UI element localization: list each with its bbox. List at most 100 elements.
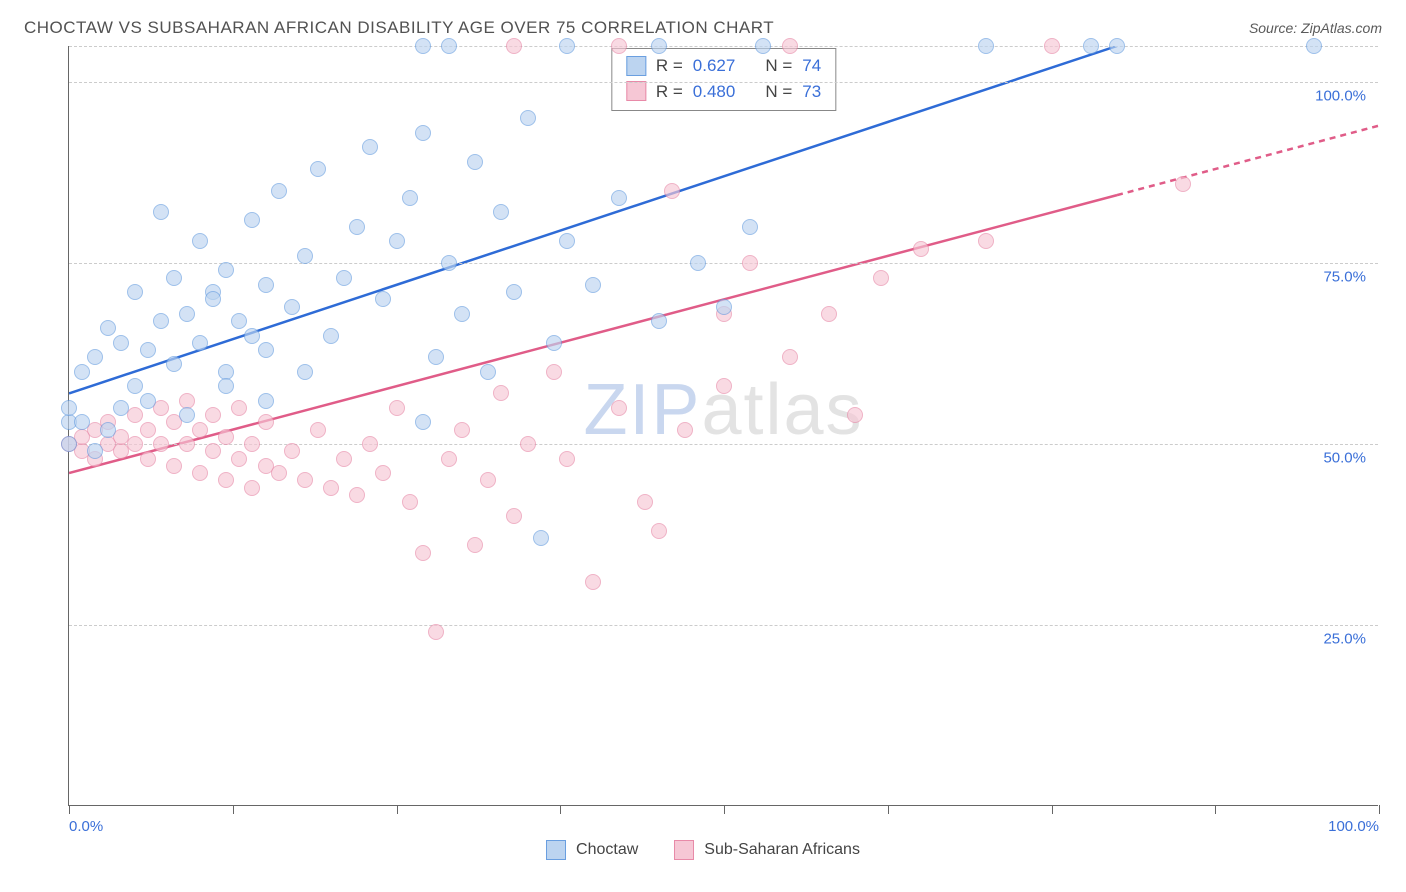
data-point <box>205 443 221 459</box>
data-point <box>611 38 627 54</box>
data-point <box>1109 38 1125 54</box>
data-point <box>205 291 221 307</box>
data-point <box>310 422 326 438</box>
data-point <box>1083 38 1099 54</box>
data-point <box>218 262 234 278</box>
data-point <box>637 494 653 510</box>
data-point <box>611 190 627 206</box>
data-point <box>166 270 182 286</box>
data-point <box>389 233 405 249</box>
data-point <box>179 436 195 452</box>
data-point <box>74 414 90 430</box>
data-point <box>127 284 143 300</box>
data-point <box>192 335 208 351</box>
legend-swatch <box>626 81 646 101</box>
y-tick-label: 25.0% <box>1323 631 1366 648</box>
legend-swatch <box>546 840 566 860</box>
data-point <box>651 38 667 54</box>
data-point <box>192 233 208 249</box>
x-tick <box>1052 805 1053 814</box>
data-point <box>978 233 994 249</box>
legend-item: Sub-Saharan Africans <box>674 840 860 860</box>
data-point <box>559 233 575 249</box>
data-point <box>585 574 601 590</box>
data-point <box>100 422 116 438</box>
data-point <box>87 443 103 459</box>
legend-label: Choctaw <box>576 841 638 859</box>
legend-label: Sub-Saharan Africans <box>704 841 860 859</box>
data-point <box>546 335 562 351</box>
data-point <box>323 480 339 496</box>
data-point <box>61 436 77 452</box>
data-point <box>506 284 522 300</box>
data-point <box>677 422 693 438</box>
data-point <box>664 183 680 199</box>
data-point <box>493 204 509 220</box>
data-point <box>716 378 732 394</box>
data-point <box>520 436 536 452</box>
data-point <box>87 349 103 365</box>
x-tick-label: 0.0% <box>69 818 103 835</box>
data-point <box>651 313 667 329</box>
gridline <box>69 625 1378 626</box>
data-point <box>362 436 378 452</box>
data-point <box>375 291 391 307</box>
data-point <box>166 458 182 474</box>
data-point <box>493 385 509 401</box>
data-point <box>651 523 667 539</box>
data-point <box>1175 176 1191 192</box>
legend-item: Choctaw <box>546 840 638 860</box>
data-point <box>415 125 431 141</box>
x-tick-label: 100.0% <box>1328 818 1379 835</box>
data-point <box>205 407 221 423</box>
data-point <box>231 313 247 329</box>
data-point <box>258 414 274 430</box>
x-tick <box>888 805 889 814</box>
data-point <box>297 472 313 488</box>
plot-region: ZIPatlas R =0.627N =74R =0.480N =73 25.0… <box>68 46 1378 806</box>
data-point <box>821 306 837 322</box>
data-point <box>349 219 365 235</box>
data-point <box>113 335 129 351</box>
data-point <box>415 545 431 561</box>
data-point <box>441 255 457 271</box>
data-point <box>742 255 758 271</box>
data-point <box>271 183 287 199</box>
r-label: R = <box>656 53 683 79</box>
legend-swatch <box>626 56 646 76</box>
data-point <box>520 110 536 126</box>
data-point <box>428 349 444 365</box>
data-point <box>323 328 339 344</box>
r-value: 0.627 <box>693 53 736 79</box>
data-point <box>218 378 234 394</box>
data-point <box>375 465 391 481</box>
data-point <box>258 342 274 358</box>
source-label: Source: ZipAtlas.com <box>1249 20 1382 36</box>
data-point <box>297 364 313 380</box>
data-point <box>362 139 378 155</box>
data-point <box>402 494 418 510</box>
data-point <box>244 212 260 228</box>
data-point <box>74 364 90 380</box>
data-point <box>402 190 418 206</box>
data-point <box>415 38 431 54</box>
gridline <box>69 82 1378 83</box>
data-point <box>140 342 156 358</box>
data-point <box>192 465 208 481</box>
data-point <box>506 38 522 54</box>
data-point <box>310 161 326 177</box>
legend-swatch <box>674 840 694 860</box>
data-point <box>782 38 798 54</box>
data-point <box>244 436 260 452</box>
legend: Choctaw Sub-Saharan Africans <box>24 806 1382 860</box>
x-tick <box>1215 805 1216 814</box>
data-point <box>913 241 929 257</box>
gridline <box>69 263 1378 264</box>
y-tick-label: 100.0% <box>1315 88 1366 105</box>
x-tick <box>233 805 234 814</box>
data-point <box>389 400 405 416</box>
data-point <box>127 436 143 452</box>
data-point <box>153 204 169 220</box>
data-point <box>192 422 208 438</box>
data-point <box>690 255 706 271</box>
